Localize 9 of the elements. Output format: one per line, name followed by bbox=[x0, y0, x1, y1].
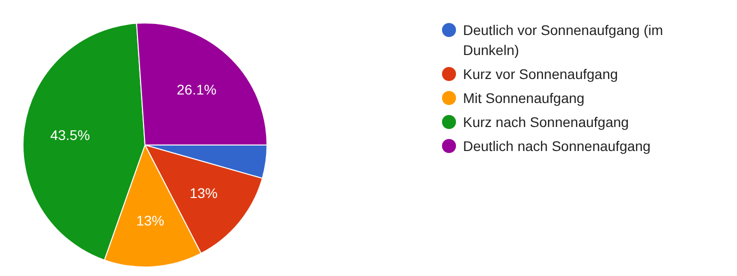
data-label: 13% bbox=[136, 212, 164, 228]
legend-label: Kurz nach Sonnenaufgang bbox=[463, 114, 629, 130]
data-label: 26.1% bbox=[176, 82, 216, 98]
legend-label: Deutlich nach Sonnenaufgang bbox=[463, 138, 651, 154]
data-label: 13% bbox=[190, 184, 218, 201]
legend-label: Mit Sonnenaufgang bbox=[463, 90, 584, 106]
legend-label: Kurz vor Sonnenaufgang bbox=[463, 66, 618, 82]
data-label: 43.5% bbox=[50, 126, 90, 143]
legend-label: Deutlich vor Sonnenaufgang (im Dunkeln) bbox=[463, 22, 664, 58]
